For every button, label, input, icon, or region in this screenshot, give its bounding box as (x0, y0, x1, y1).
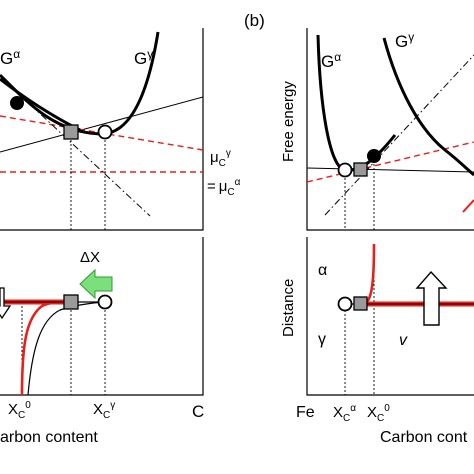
left-tick-xc0: XC0 (8, 400, 31, 421)
left-tick-c: C (192, 402, 204, 421)
right-red-profile-curve (365, 243, 376, 303)
right-common-tangent (307, 167, 474, 173)
left-bottom-panel: ΔX XC0 XCγ C arbon content (0, 237, 204, 446)
left-dashdot-line (19, 94, 151, 217)
left-tangent-point-marker (10, 96, 24, 110)
left-open-circle-top (97, 124, 113, 140)
right-tick-xc0: XC0 (367, 403, 390, 424)
left-square-marker-top (63, 124, 79, 140)
left-g-alpha-label: Gα (0, 47, 20, 68)
right-v-label: v (399, 332, 408, 349)
left-tick-xcgamma: XCγ (93, 400, 115, 421)
left-partial-arrow (0, 287, 12, 320)
right-tick-fe: Fe (296, 404, 315, 421)
right-tangent-point-marker (367, 149, 381, 163)
right-panel-label: (b) (244, 11, 265, 30)
right-x-axis-label: Carbon cont (380, 429, 468, 446)
left-delta-x-label: ΔX (80, 249, 100, 266)
left-tangent-line (0, 96, 203, 153)
right-top-panel: Gα Gγ (306, 28, 474, 231)
left-g-gamma-label: Gγ (134, 47, 153, 68)
right-tick-xcalpha: XCα (333, 403, 356, 424)
right-y-label-distance: Distance (280, 279, 297, 337)
right-top-axis-frame (306, 28, 474, 231)
right-open-circle-bottom (337, 296, 353, 312)
left-green-arrow (79, 268, 113, 300)
right-phase-gamma-label: γ (318, 331, 326, 348)
left-mu-gamma-label: μCγ (210, 148, 231, 169)
right-g-gamma-label: Gγ (395, 30, 414, 51)
left-square-marker-bottom (63, 294, 79, 310)
right-y-label-free-energy: Free energy (280, 81, 297, 162)
right-phase-alpha-label: α (318, 262, 327, 279)
left-bottom-axis-frame (0, 237, 204, 396)
right-dashdot-line (324, 54, 474, 216)
right-square-marker-top (353, 162, 368, 177)
left-top-axis-frame (0, 28, 204, 231)
right-g-alpha-label: Gα (321, 50, 341, 71)
left-mu-alpha-label: = μCα (207, 177, 241, 198)
right-square-marker-bottom (353, 296, 368, 311)
right-red-partial-line (462, 199, 474, 213)
left-top-panel: Gα Gγ μCγ = μCα (0, 28, 241, 231)
right-up-arrow (415, 270, 448, 326)
left-x-axis-label: arbon content (0, 429, 98, 446)
right-bottom-panel: v α γ Fe XCα XC0 Carbon cont (296, 237, 474, 446)
right-bottom-axis-frame (306, 237, 474, 396)
right-open-circle-top (337, 162, 353, 178)
left-thin-profile-curve (27, 301, 106, 395)
right-red-dashed-slope (307, 141, 474, 183)
left-open-circle-bottom (97, 294, 113, 310)
left-g-gamma-curve (0, 31, 160, 136)
right-panel: (b) Free energy Distance (244, 11, 297, 337)
right-g-gamma-curve (382, 37, 474, 177)
